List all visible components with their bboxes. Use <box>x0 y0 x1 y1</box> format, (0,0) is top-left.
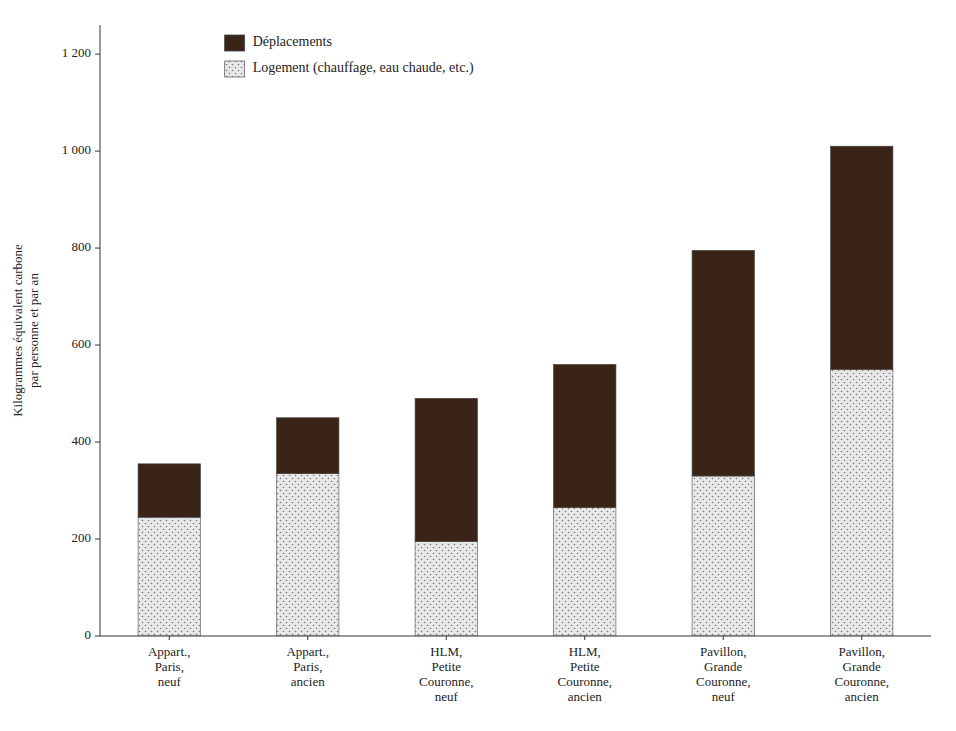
y-tick <box>95 345 100 346</box>
y-tick <box>95 539 100 540</box>
y-tick <box>95 442 100 443</box>
x-tick-label: HLM,PetiteCouronne,neuf <box>419 644 474 704</box>
bar <box>554 507 616 636</box>
x-tick-label-line: Appart., <box>286 644 329 659</box>
y-tick <box>95 248 100 249</box>
x-tick-label-line: Paris, <box>155 659 184 674</box>
y-axis-label: Kilogrammes équivalent carbonepar person… <box>10 244 41 417</box>
x-tick-label-line: Grande <box>843 659 881 674</box>
bar <box>415 398 477 541</box>
x-tick <box>723 636 724 640</box>
bar <box>831 146 893 369</box>
y-tick-label: 1 200 <box>62 45 91 60</box>
legend-swatch <box>225 61 245 77</box>
x-tick-label-line: HLM, <box>569 644 601 659</box>
y-tick-label: 200 <box>72 530 92 545</box>
y-tick-label: 800 <box>72 239 92 254</box>
bar <box>692 250 754 475</box>
x-tick-label: Pavillon,GrandeCouronne,neuf <box>696 644 751 704</box>
bar <box>415 541 477 636</box>
x-tick-label: Appart.,Paris,ancien <box>286 644 329 689</box>
x-tick-label-line: neuf <box>435 689 459 704</box>
x-tick-label-line: Pavillon, <box>700 644 747 659</box>
y-axis-label-line: Kilogrammes équivalent carbone <box>10 244 25 417</box>
x-tick-label: Appart.,Paris,neuf <box>148 644 191 689</box>
x-axis-line <box>100 636 931 637</box>
x-tick-label-line: Pavillon, <box>838 644 885 659</box>
y-tick <box>95 636 100 637</box>
axes: 02004006008001 0001 200Appart.,Paris,neu… <box>62 25 931 704</box>
y-axis-label-line: par personne et par an <box>26 273 41 388</box>
bar <box>692 476 754 636</box>
bars <box>138 146 893 636</box>
bar <box>277 418 339 474</box>
chart: 02004006008001 0001 200Appart.,Paris,neu… <box>0 0 956 731</box>
x-tick-label: Pavillon,GrandeCouronne,ancien <box>834 644 889 704</box>
x-tick-label-line: ancien <box>568 689 602 704</box>
x-tick-label-line: Paris, <box>293 659 322 674</box>
bar <box>277 474 339 636</box>
legend: Déplacements Logement (chauffage, eau cha… <box>225 34 474 77</box>
legend-label: Déplacements <box>253 34 332 49</box>
x-tick-label-line: Couronne, <box>834 674 889 689</box>
x-tick-label-line: Appart., <box>148 644 191 659</box>
bar <box>831 369 893 636</box>
bar <box>554 364 616 507</box>
y-tick-label: 400 <box>72 433 92 448</box>
x-tick <box>446 636 447 640</box>
legend-swatch <box>225 35 245 51</box>
x-tick-label-line: ancien <box>291 674 325 689</box>
x-tick-label-line: Couronne, <box>419 674 474 689</box>
y-tick-label: 600 <box>72 336 92 351</box>
x-tick <box>169 636 170 640</box>
x-tick-label-line: Couronne, <box>696 674 751 689</box>
x-tick-label-line: neuf <box>158 674 182 689</box>
y-tick-label: 0 <box>85 627 92 642</box>
legend-label: Logement (chauffage, eau chaude, etc.) <box>253 60 474 76</box>
x-tick-label-line: Grande <box>704 659 742 674</box>
x-tick-label-line: Petite <box>431 659 461 674</box>
x-tick <box>584 636 585 640</box>
x-tick-label-line: ancien <box>845 689 879 704</box>
bar <box>138 464 200 517</box>
y-axis-line <box>100 25 101 636</box>
x-tick-label-line: Couronne, <box>557 674 612 689</box>
y-tick <box>95 54 100 55</box>
y-tick <box>95 151 100 152</box>
x-tick-label-line: neuf <box>712 689 736 704</box>
bar <box>138 517 200 636</box>
x-tick <box>307 636 308 640</box>
x-tick-label: HLM,PetiteCouronne,ancien <box>557 644 612 704</box>
x-tick-label-line: Petite <box>570 659 600 674</box>
x-tick <box>861 636 862 640</box>
x-tick-label-line: HLM, <box>430 644 462 659</box>
y-tick-label: 1 000 <box>62 142 91 157</box>
